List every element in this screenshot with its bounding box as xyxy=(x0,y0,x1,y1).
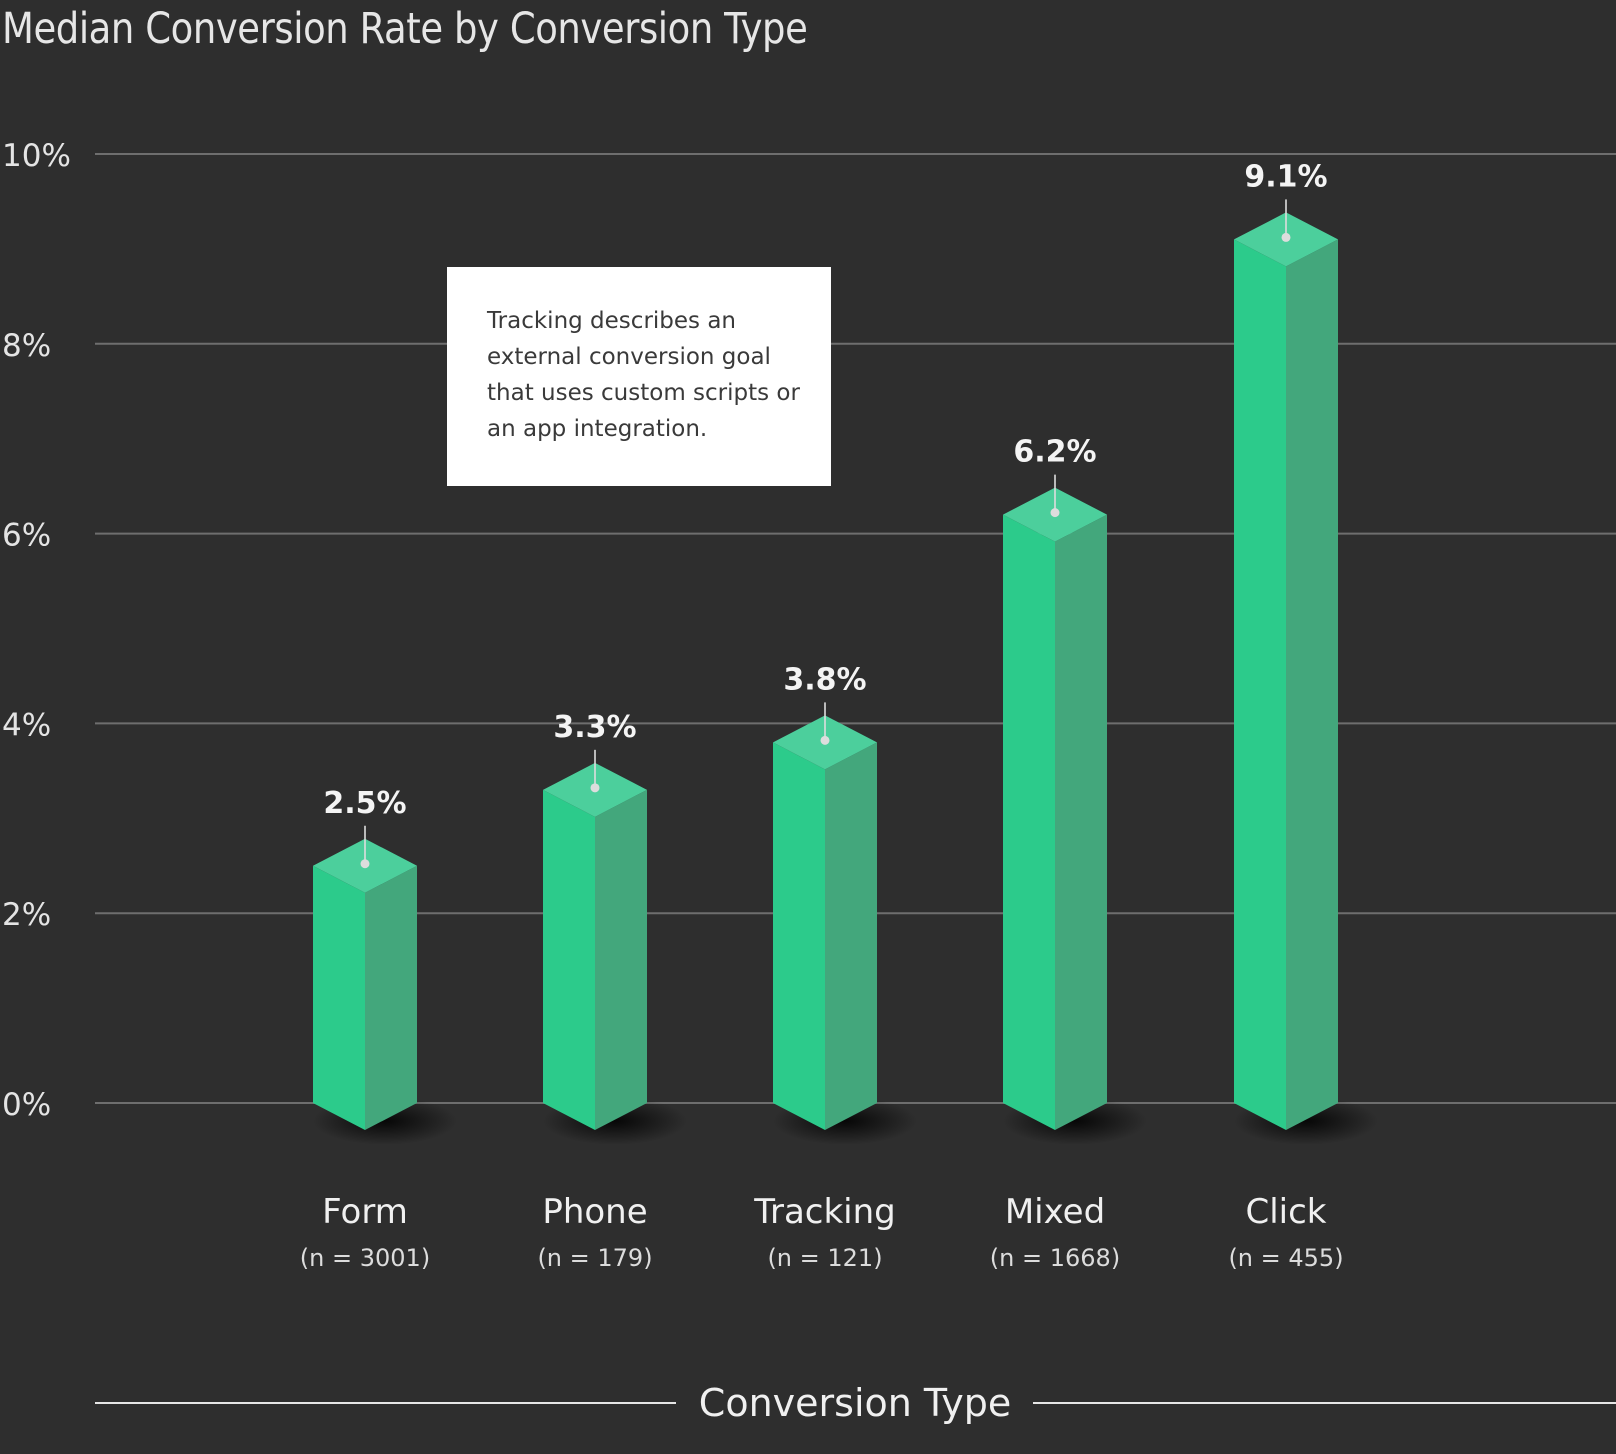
y-tick-label: 4% xyxy=(2,707,51,743)
value-labels: 2.5% 3.3% 3.8% 6.2% 9.1% xyxy=(323,159,1328,869)
bar-side-face xyxy=(1055,514,1107,1130)
y-tick-label: 8% xyxy=(2,328,51,364)
bar xyxy=(1234,212,1378,1145)
y-axis-ticks: 0% 2% 4% 6% 8% 10% xyxy=(2,138,71,1123)
y-tick-label: 6% xyxy=(2,518,51,554)
bar-front-face xyxy=(1003,514,1055,1130)
bar-front-face xyxy=(313,865,365,1130)
count-label: (n = 1668) xyxy=(990,1244,1120,1272)
bar-front-face xyxy=(543,789,595,1130)
bar-side-face xyxy=(365,865,417,1130)
note-line: external conversion goal xyxy=(487,344,771,370)
category-label: Phone xyxy=(542,1192,647,1232)
note-line: that uses custom scripts or xyxy=(487,380,800,406)
value-leader-dot xyxy=(820,735,830,745)
category-label: Mixed xyxy=(1005,1192,1105,1232)
value-label: 2.5% xyxy=(323,786,406,821)
value-label: 6.2% xyxy=(1013,435,1096,470)
bar xyxy=(543,762,687,1145)
bar-side-face xyxy=(595,789,647,1130)
count-label: (n = 179) xyxy=(537,1244,652,1272)
value-label: 3.8% xyxy=(783,662,866,697)
category-label: Click xyxy=(1245,1192,1326,1232)
y-tick-label: 2% xyxy=(2,897,51,933)
bar-front-face xyxy=(773,742,825,1130)
note-line: an app integration. xyxy=(487,416,708,442)
value-label: 9.1% xyxy=(1244,159,1327,194)
bar-front-face xyxy=(1234,239,1286,1130)
bar-side-face xyxy=(1286,239,1338,1130)
note-line: Tracking describes an xyxy=(487,308,737,334)
y-tick-label: 0% xyxy=(2,1087,51,1123)
x-axis-title-group: Conversion Type xyxy=(95,1381,1616,1425)
value-leader-dot xyxy=(590,783,600,793)
category-label: Tracking xyxy=(753,1192,896,1232)
bar xyxy=(1003,487,1147,1145)
count-label: (n = 121) xyxy=(767,1244,882,1272)
category-labels: Form (n = 3001) Phone (n = 179) Tracking (n =… xyxy=(300,1192,1344,1272)
count-label: (n = 455) xyxy=(1228,1244,1343,1272)
annotation-note: Tracking describes an external conversio… xyxy=(447,267,831,486)
bar xyxy=(313,838,457,1145)
value-leader-dot xyxy=(360,859,370,869)
bar xyxy=(773,715,917,1145)
count-label: (n = 3001) xyxy=(300,1244,430,1272)
y-tick-label: 10% xyxy=(2,138,71,174)
value-leader-dot xyxy=(1050,508,1060,518)
chart-title: Median Conversion Rate by Conversion Typ… xyxy=(2,4,808,54)
bar-side-face xyxy=(825,742,877,1130)
x-axis-title: Conversion Type xyxy=(699,1381,1011,1425)
value-label: 3.3% xyxy=(553,710,636,745)
category-label: Form xyxy=(322,1192,408,1232)
value-leader-dot xyxy=(1281,232,1291,242)
